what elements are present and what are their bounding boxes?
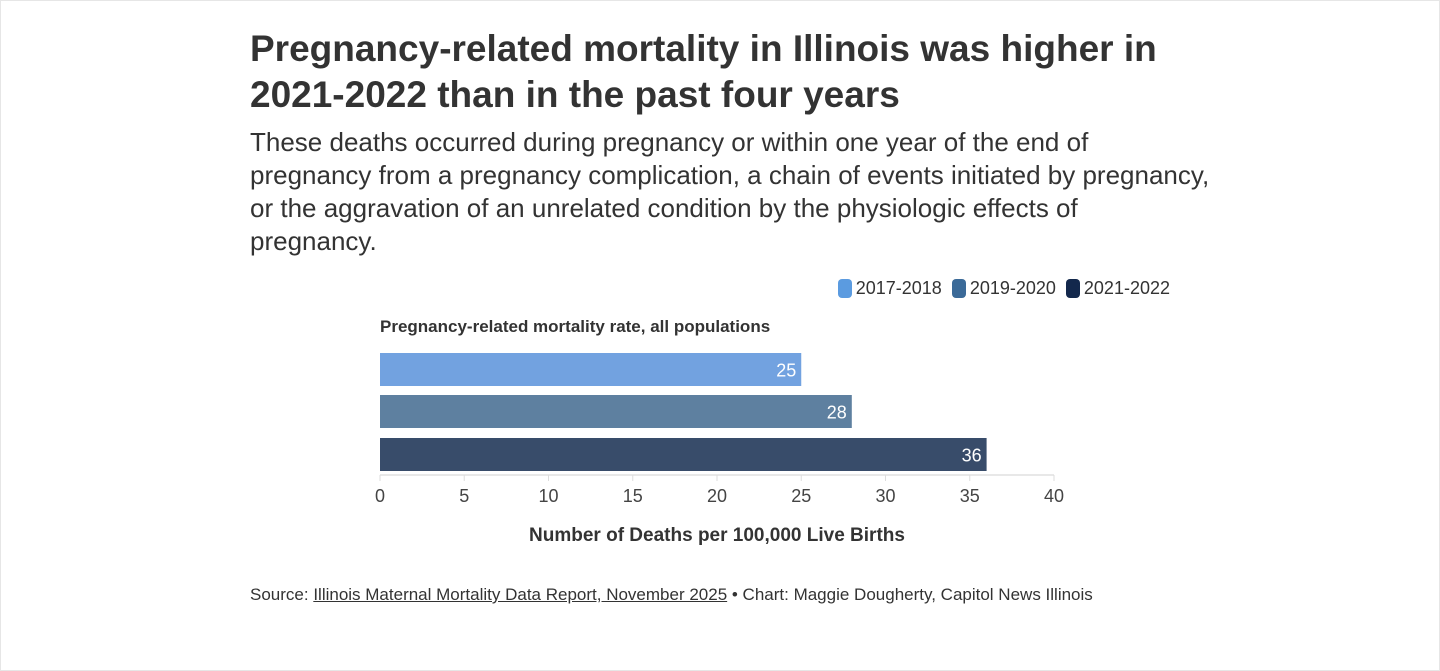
- x-tick-label: 40: [1044, 486, 1064, 506]
- bar-chart: 25 28 36 0 5 10 15 20 25 30 35 40: [375, 353, 1064, 506]
- source-note: Source: Illinois Maternal Mortality Data…: [250, 582, 1210, 608]
- legend-label: 2019-2020: [969, 278, 1056, 298]
- bar: [380, 353, 802, 386]
- source-prefix: Source:: [250, 585, 314, 604]
- legend-label: 2017-2018: [855, 278, 942, 298]
- x-tick-label: 30: [875, 486, 895, 506]
- data-label: 36: [962, 446, 982, 466]
- x-tick-label: 10: [538, 486, 558, 506]
- x-tick-label: 0: [375, 486, 385, 506]
- chart-subtitle: These deaths occurred during pregnancy o…: [250, 127, 1210, 256]
- chart-content: Pregnancy-related mortality in Illinois …: [250, 0, 1210, 632]
- source-link[interactable]: Illinois Maternal Mortality Data Report,…: [313, 585, 728, 604]
- x-axis-label: Number of Deaths per 100,000 Live Births: [529, 525, 905, 546]
- panel-title: Pregnancy-related mortality rate, all po…: [380, 317, 771, 336]
- bar: [380, 438, 987, 471]
- legend-item: 2017-2018: [837, 276, 942, 300]
- legend-swatch: [951, 278, 966, 298]
- x-tick-label: 5: [459, 486, 469, 506]
- legend-item: 2021-2022: [1065, 276, 1170, 300]
- legend-swatch: [1065, 278, 1080, 298]
- x-tick-label: 20: [707, 486, 727, 506]
- x-tick-label: 15: [623, 486, 643, 506]
- legend-item: 2019-2020: [951, 276, 1056, 300]
- chart-area: Pregnancy-related mortality rate, all po…: [250, 316, 1210, 556]
- x-tick-label: 35: [960, 486, 980, 506]
- chart-title: Pregnancy-related mortality in Illinois …: [250, 28, 1157, 115]
- legend-label: 2021-2022: [1083, 278, 1170, 298]
- data-label: 25: [776, 361, 796, 381]
- legend-swatch: [837, 278, 852, 298]
- data-label: 28: [827, 403, 847, 423]
- x-tick-label: 25: [791, 486, 811, 506]
- bar: [380, 395, 852, 428]
- legend: 2017-2018 2019-2020 2021-2022: [837, 276, 1170, 300]
- source-suffix: • Chart: Maggie Dougherty, Capitol News …: [727, 585, 1093, 604]
